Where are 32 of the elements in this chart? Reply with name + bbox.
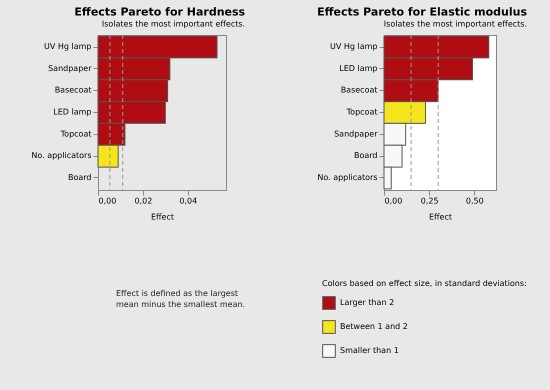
legend-label: Smaller than 1: [340, 346, 399, 355]
chart-subtitle: Isolates the most important effects.: [384, 20, 527, 28]
y-tick-label: Basecoat: [340, 86, 378, 95]
x-tick-label: 0,50: [466, 196, 484, 206]
y-tick-label: Sandpaper: [334, 129, 378, 138]
x-tick-label: 0,25: [420, 196, 439, 206]
y-tick-label: No. applicators: [317, 172, 378, 182]
chart-title: Effects Pareto for Hardness: [74, 6, 246, 18]
chart-title: Effects Pareto for Elastic modulus: [317, 6, 528, 18]
legend-title: Colors based on effect size, in standard deviations:: [322, 279, 527, 288]
x-tick-label: 0,02: [134, 196, 152, 206]
y-tick-label: No. applicators: [31, 151, 92, 160]
y-tick-label: Topcoat: [346, 108, 378, 116]
y-tick-label: LED lamp: [339, 64, 378, 73]
x-axis-title: Effect: [150, 212, 174, 222]
y-tick-label: UV Hg lamp: [330, 42, 378, 52]
x-tick-label: 0,04: [179, 196, 198, 206]
y-tick-label: Topcoat: [60, 129, 92, 138]
legend-label: Between 1 and 2: [340, 322, 408, 331]
chart-subtitle: Isolates the most important effects.: [102, 20, 246, 28]
y-tick-label: Sandpaper: [48, 64, 92, 73]
text: Effect is defined as the largest: [116, 289, 238, 298]
x-tick-label: 0,00: [384, 196, 402, 206]
x-axis-title: Effect: [428, 212, 452, 222]
legend-label: Larger than 2: [340, 298, 394, 307]
y-tick-label: Basecoat: [54, 86, 92, 95]
x-tick-label: 0,00: [98, 196, 116, 206]
text: mean minus the smallest mean.: [116, 300, 246, 309]
y-tick-label: Board: [354, 151, 378, 160]
y-tick-label: LED lamp: [53, 108, 92, 116]
y-tick-label: UV Hg lamp: [44, 42, 92, 52]
y-tick-label: Board: [68, 172, 92, 182]
